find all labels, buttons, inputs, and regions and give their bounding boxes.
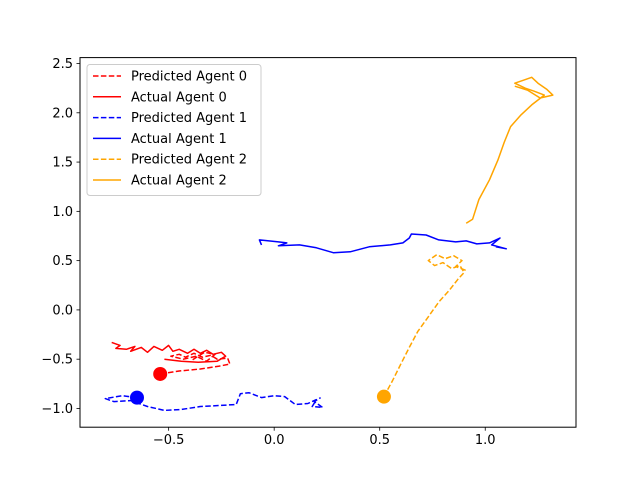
legend-box bbox=[86, 64, 262, 196]
y-tick-label-5: 1.5 bbox=[52, 156, 73, 171]
y-axis: −1.0 −0.5 0.0 0.5 1.0 1.5 2.0 2.5 bbox=[41, 57, 80, 417]
series-line-1 bbox=[111, 341, 227, 363]
x-tick-label-0: −0.5 bbox=[153, 433, 185, 448]
start-marker-2 bbox=[376, 389, 391, 404]
legend-label-0: Predicted Agent 0 bbox=[131, 70, 247, 85]
legend-label-2: Predicted Agent 1 bbox=[131, 111, 247, 126]
x-tick-label-3: 1.0 bbox=[475, 433, 496, 448]
series-line-5 bbox=[465, 76, 554, 224]
x-axis: −0.5 0.0 0.5 1.0 bbox=[153, 427, 496, 448]
marker-layer bbox=[129, 366, 391, 405]
start-marker-1 bbox=[129, 390, 144, 405]
y-tick-label-7: 2.5 bbox=[52, 57, 73, 72]
y-tick-label-0: −1.0 bbox=[41, 402, 73, 417]
legend-label-5: Actual Agent 2 bbox=[131, 174, 227, 189]
legend: Predicted Agent 0 Actual Agent 0 Predicted… bbox=[86, 64, 262, 196]
legend-label-1: Actual Agent 0 bbox=[131, 90, 227, 105]
series-line-3 bbox=[258, 233, 508, 254]
y-tick-label-2: 0.0 bbox=[52, 303, 73, 318]
y-tick-label-3: 0.5 bbox=[52, 254, 73, 269]
y-tick-label-4: 1.0 bbox=[52, 205, 73, 220]
series-line-4 bbox=[383, 253, 467, 397]
legend-label-4: Predicted Agent 2 bbox=[131, 153, 247, 168]
series-line-2 bbox=[104, 391, 324, 412]
y-tick-label-6: 2.0 bbox=[52, 106, 73, 121]
x-tick-label-1: 0.0 bbox=[264, 433, 285, 448]
legend-label-3: Actual Agent 1 bbox=[131, 132, 227, 147]
series-layer bbox=[104, 76, 554, 412]
y-tick-label-1: −0.5 bbox=[41, 353, 73, 368]
plot-frame bbox=[79, 57, 577, 428]
start-marker-0 bbox=[153, 366, 168, 381]
x-tick-label-2: 0.5 bbox=[369, 433, 390, 448]
